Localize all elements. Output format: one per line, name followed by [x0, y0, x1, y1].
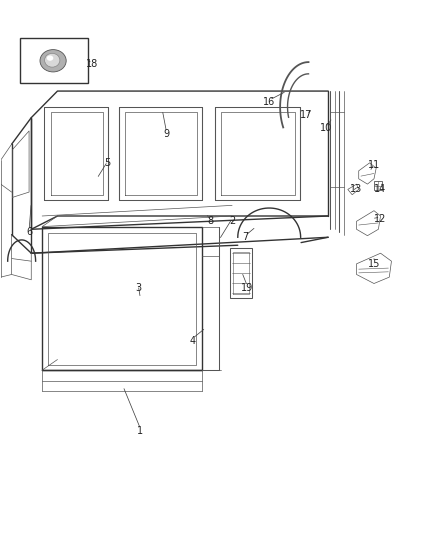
Text: 7: 7: [242, 232, 248, 243]
Text: 14: 14: [374, 184, 387, 195]
Text: 3: 3: [135, 283, 141, 293]
Text: 17: 17: [300, 110, 312, 120]
Text: 13: 13: [350, 184, 363, 195]
Ellipse shape: [40, 50, 66, 72]
Ellipse shape: [47, 55, 53, 61]
Text: 18: 18: [86, 60, 99, 69]
Text: 11: 11: [368, 160, 380, 171]
Text: 19: 19: [241, 283, 254, 293]
Bar: [20, 38, 88, 83]
Text: 8: 8: [207, 216, 213, 227]
Text: 2: 2: [229, 216, 235, 227]
Bar: [230, 248, 252, 298]
Text: 5: 5: [105, 158, 111, 168]
Text: 15: 15: [368, 259, 380, 269]
Text: 16: 16: [263, 96, 276, 107]
Text: 6: 6: [26, 227, 32, 237]
Text: 9: 9: [163, 128, 170, 139]
Text: 1: 1: [138, 426, 144, 437]
Text: 4: 4: [190, 336, 196, 346]
Bar: [374, 181, 382, 190]
Text: 12: 12: [374, 214, 387, 224]
Ellipse shape: [45, 53, 60, 67]
Text: 10: 10: [320, 123, 332, 133]
